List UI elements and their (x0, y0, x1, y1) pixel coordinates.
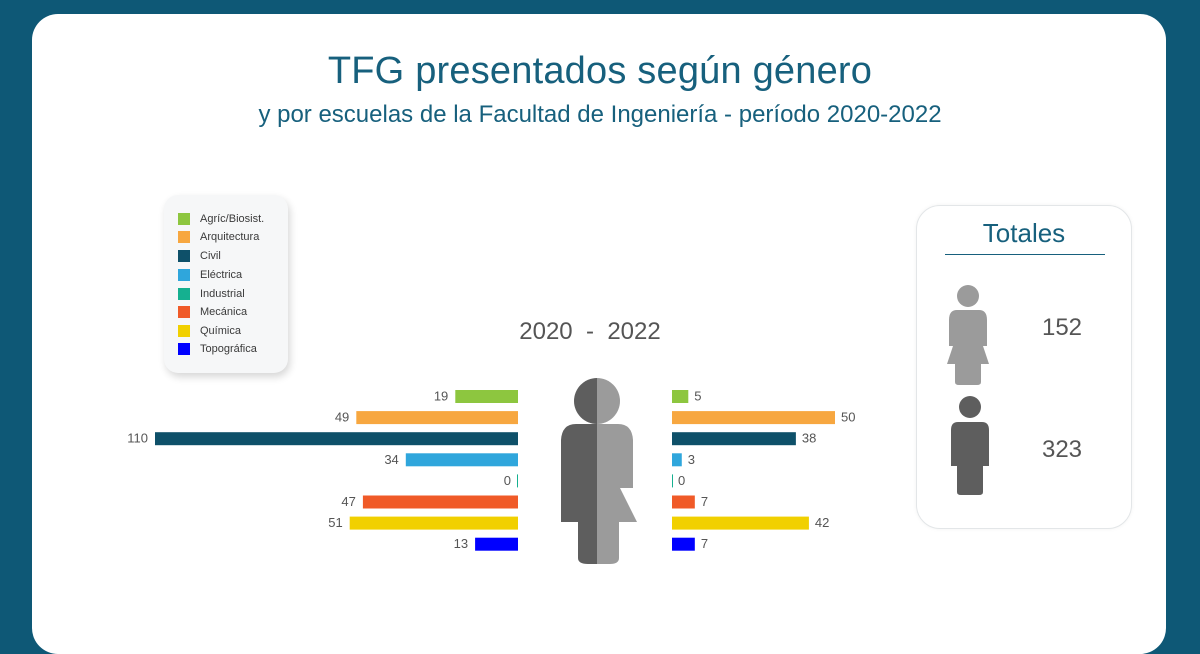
right-bar-civil (672, 432, 796, 446)
left-bar-arquitectura (356, 411, 518, 425)
legend-swatch (178, 231, 190, 243)
left-value-label-mecanica: 47 (341, 494, 355, 509)
left-bar-civil (155, 432, 518, 446)
legend-swatch (178, 343, 190, 355)
chart-legend: Agríc/Biosist. Arquitectura Civil Eléctr… (164, 195, 288, 373)
right-value-label-topografica: 7 (701, 536, 708, 551)
legend-label: Arquitectura (200, 231, 260, 243)
gender-split-person-icon (561, 378, 637, 564)
right-bar-electrica (672, 453, 682, 467)
legend-swatch (178, 306, 190, 318)
left-bar-mecanica (362, 495, 518, 509)
legend-label: Química (200, 325, 241, 337)
female-icon (947, 285, 989, 385)
right-value-label-agric-biosist: 5 (694, 389, 701, 404)
left-value-label-topografica: 13 (454, 536, 468, 551)
page-subtitle: y por escuelas de la Facultad de Ingenie… (258, 101, 942, 128)
legend-swatch (178, 250, 190, 262)
right-bar-arquitectura (672, 411, 835, 425)
left-value-label-agric-biosist: 19 (434, 389, 448, 404)
left-value-label-electrica: 34 (384, 452, 398, 467)
right-bar-topografica (672, 537, 695, 551)
left-value-label-quimica: 51 (328, 515, 342, 530)
legend-label: Eléctrica (200, 269, 243, 281)
page-title: TFG presentados según género (327, 50, 873, 92)
totals-title: Totales (982, 218, 1066, 248)
right-bar-mecanica (672, 495, 695, 509)
right-value-label-industrial: 0 (678, 473, 685, 488)
right-value-label-quimica: 42 (815, 515, 829, 530)
right-bar-zero-tick-industrial (672, 474, 673, 488)
male-half-body (561, 424, 597, 564)
legend-label: Civil (200, 250, 221, 262)
male-half-head (574, 378, 597, 424)
female-half-body (597, 424, 637, 564)
legend-swatch (178, 269, 190, 281)
female-total: 152 (1041, 314, 1083, 341)
totals-divider (945, 254, 1105, 255)
right-value-label-mecanica: 7 (701, 494, 708, 509)
right-value-label-arquitectura: 50 (841, 410, 855, 425)
left-bar-zero-tick-industrial (517, 474, 518, 488)
left-bar-quimica (349, 516, 518, 530)
left-bar-agric-biosist (455, 390, 518, 403)
left-bar-electrica (405, 453, 518, 467)
left-value-label-industrial: 0 (504, 473, 511, 488)
period-label: 2020 - 2022 (519, 318, 661, 345)
legend-label: Topográfica (200, 343, 257, 355)
legend-swatch (178, 213, 190, 225)
left-value-label-civil: 110 (127, 431, 148, 446)
female-half-head (597, 378, 620, 424)
legend-swatch (178, 325, 190, 337)
left-value-label-arquitectura: 49 (335, 410, 349, 425)
male-total: 323 (1041, 436, 1083, 463)
right-bar-quimica (672, 516, 809, 530)
legend-label: Industrial (200, 288, 245, 300)
right-value-label-electrica: 3 (688, 452, 695, 467)
male-icon (951, 396, 989, 495)
legend-label: Mecánica (200, 306, 248, 318)
legend-label: Agríc/Biosist. (200, 213, 265, 225)
right-bar-agric-biosist (672, 390, 689, 403)
right-value-label-civil: 38 (802, 431, 816, 446)
left-bar-topografica (475, 537, 518, 551)
legend-swatch (178, 288, 190, 300)
totals-panel: Totales 152 323 (916, 205, 1132, 529)
